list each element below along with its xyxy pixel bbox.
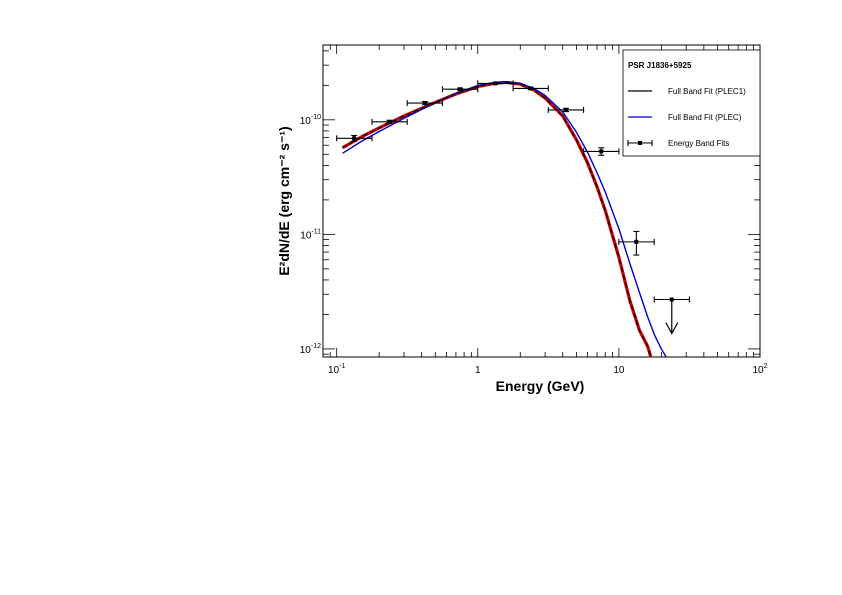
- legend-label-plec1: Full Band Fit (PLEC1): [668, 87, 746, 96]
- y-axis-title: E²dN/dE (erg cm⁻² s⁻¹): [276, 126, 292, 275]
- x-tick-label: 102: [752, 363, 767, 376]
- y-tick-label: 10-11: [300, 228, 321, 241]
- legend: PSR J1836+5925 Full Band Fit (PLEC1) Ful…: [622, 49, 761, 157]
- data-point: [406, 100, 444, 107]
- y-tick-label: 10-10: [300, 114, 321, 127]
- legend-title: PSR J1836+5925: [628, 61, 692, 70]
- data-point: [583, 147, 620, 156]
- legend-label-band-fits: Energy Band Fits: [668, 139, 729, 148]
- legend-box: [622, 49, 761, 157]
- data-point: [512, 85, 549, 92]
- legend-label-plec: Full Band Fit (PLEC): [668, 113, 742, 122]
- legend-swatch-band-fits: [627, 140, 653, 146]
- data-point: [547, 106, 585, 113]
- plot-frame: [322, 44, 761, 358]
- x-tick-label: 10-1: [328, 363, 345, 376]
- data-point: [441, 86, 479, 93]
- data-point: [371, 118, 408, 125]
- x-tick-label: 1: [475, 365, 481, 376]
- fit-curves: [341, 80, 667, 357]
- data-point: [477, 80, 514, 87]
- x-tick-label: 10: [613, 365, 625, 376]
- series-line-plec: [342, 81, 667, 357]
- upper-limit-point: [653, 296, 690, 335]
- x-axis-title: Energy (GeV): [496, 378, 585, 394]
- data-point: [618, 230, 655, 256]
- data-point: [336, 134, 373, 142]
- series-line-plec1: [342, 81, 652, 357]
- axis-ticks: [322, 45, 761, 357]
- energy-band-points: [336, 80, 690, 335]
- y-tick-label: 10-12: [300, 343, 321, 356]
